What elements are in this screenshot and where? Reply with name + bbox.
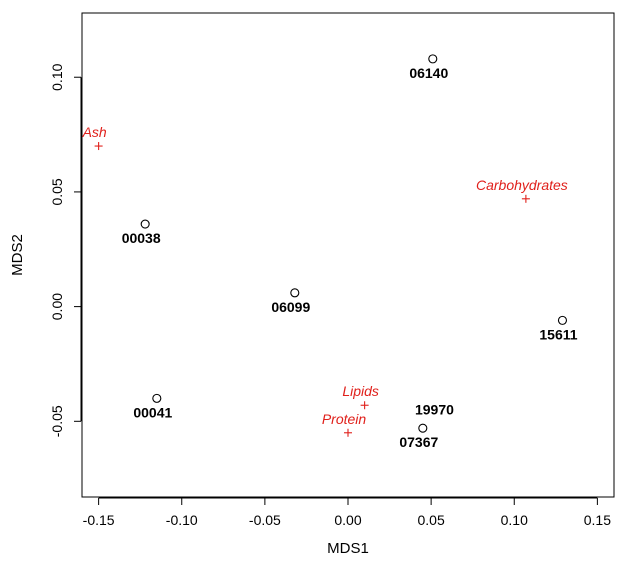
y-tick-label: 0.10 (49, 63, 65, 90)
point-marker-circle (290, 288, 300, 298)
x-tick-label: 0.05 (418, 512, 445, 528)
point-label: 06140 (409, 65, 448, 81)
point-label-annotation: 19970 (415, 401, 454, 417)
point-label: 06099 (271, 299, 310, 315)
point-label: 00038 (122, 230, 161, 246)
x-tick-label: 0.00 (334, 512, 361, 528)
variable-label: Ash (82, 124, 107, 140)
x-axis: -0.15 -0.10 -0.05 0.00 0.05 0.10 0.15 (83, 497, 611, 528)
y-tick-label: 0.05 (49, 178, 65, 205)
variable-label: Protein (322, 411, 367, 427)
point-marker-circle (428, 54, 438, 64)
data-marks: 06140 00038 06099 15611 00041 07367 Ash Carbohy… (82, 54, 578, 450)
point-marker-circle (557, 315, 568, 325)
plot-frame (81, 12, 615, 498)
x-tick-label: 0.15 (584, 512, 611, 528)
x-tick-label: -0.05 (249, 512, 281, 528)
variable-label: Lipids (342, 383, 379, 399)
x-axis-title: MDS1 (327, 540, 369, 557)
y-tick-label: 0.00 (49, 293, 65, 320)
x-tick-label: -0.10 (166, 512, 198, 528)
x-tick-label: -0.15 (83, 512, 115, 528)
point-label: 07367 (399, 434, 438, 450)
point-marker-circle (140, 219, 150, 229)
y-axis: -0.05 0.00 0.05 0.10 (49, 63, 82, 437)
variable-label: Carbohydrates (476, 177, 568, 193)
x-tick-label: 0.10 (501, 512, 528, 528)
point-marker-circle (152, 393, 162, 403)
point-marker-circle (418, 423, 428, 433)
y-axis-title: MDS2 (9, 234, 26, 276)
y-tick-label: -0.05 (49, 405, 65, 437)
point-label: 00041 (133, 404, 172, 420)
variable-marker-plus (521, 194, 530, 203)
variable-marker-plus (94, 142, 103, 151)
variable-marker-plus (344, 428, 352, 437)
point-label: 15611 (539, 326, 577, 342)
variable-marker-plus (360, 401, 369, 410)
